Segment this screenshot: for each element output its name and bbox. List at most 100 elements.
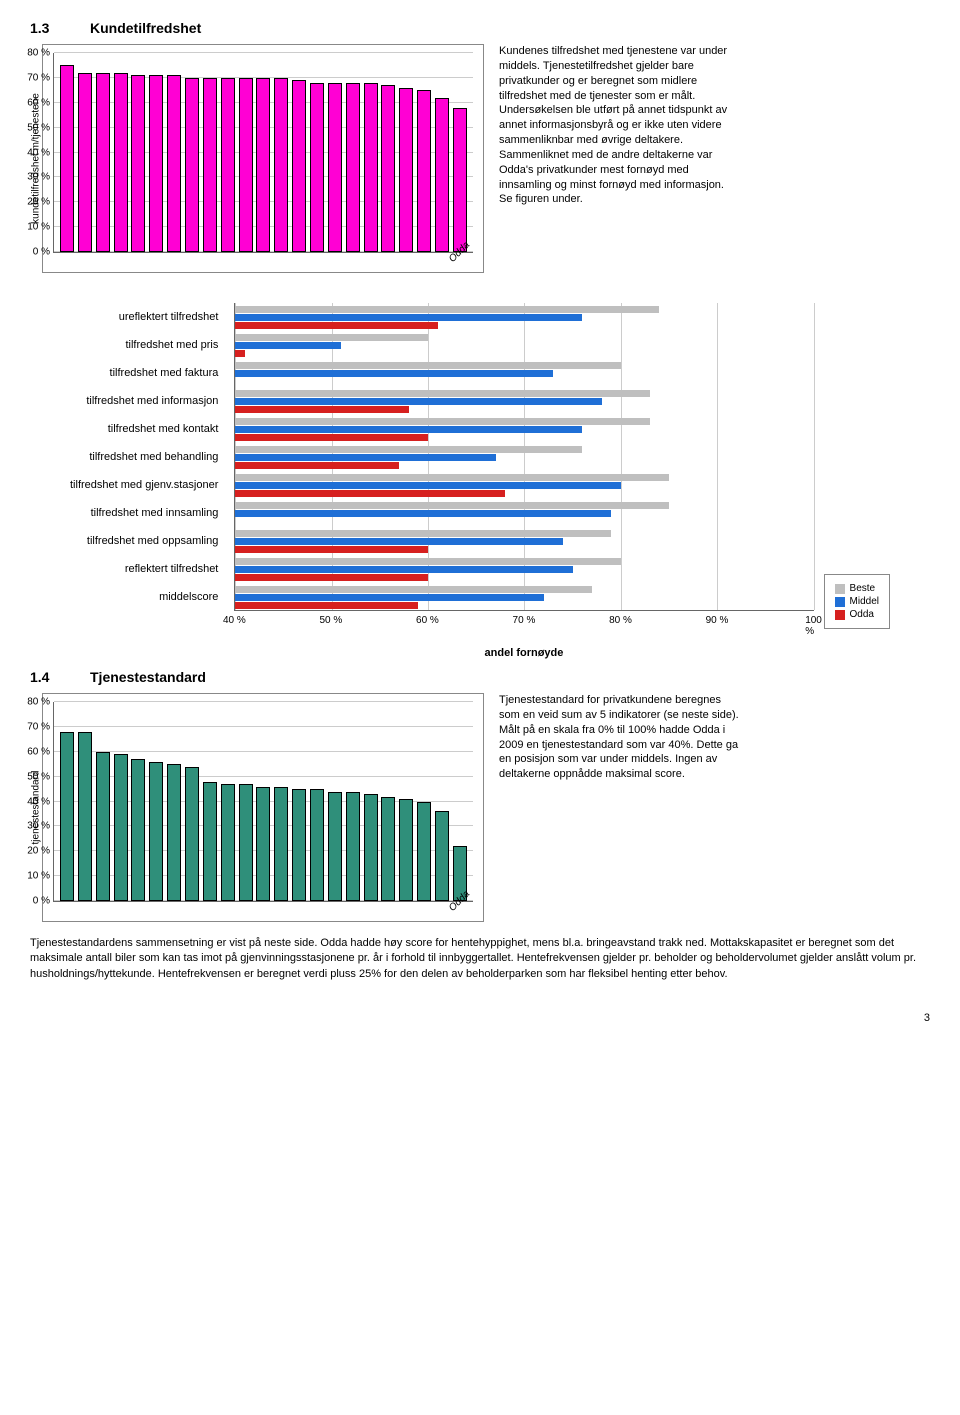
section-title: Kundetilfredshet — [90, 20, 201, 36]
bar — [203, 782, 217, 901]
bar — [114, 754, 128, 901]
bar — [167, 764, 181, 901]
bar — [221, 78, 235, 252]
bar-chart-1: 0 %10 %20 %30 %40 %50 %60 %70 %80 % Odda — [42, 44, 484, 273]
bar — [185, 78, 199, 252]
y-tick-label: 50 % — [27, 771, 54, 782]
hbar-beste — [235, 418, 649, 425]
bar — [328, 83, 342, 252]
bar — [310, 789, 324, 901]
bar — [292, 80, 306, 252]
legend-label: Middel — [850, 596, 879, 607]
bar-group — [235, 583, 813, 611]
hbar-beste — [235, 474, 669, 481]
x-tick-label: 40 % — [223, 615, 246, 626]
bar — [60, 732, 74, 901]
bar — [149, 762, 163, 901]
bar — [239, 78, 253, 252]
bar — [78, 732, 92, 901]
bar — [167, 75, 181, 252]
y-tick-label: 10 % — [27, 871, 54, 882]
hbar-middel — [235, 510, 611, 517]
hbar-middel — [235, 342, 341, 349]
legend-swatch — [835, 597, 845, 607]
bar — [274, 78, 288, 252]
bar — [114, 73, 128, 252]
hbar-odda — [235, 602, 418, 609]
legend-label: Odda — [850, 609, 874, 620]
bar-group — [235, 387, 813, 415]
page-number: 3 — [30, 1012, 930, 1024]
x-tick-label: 50 % — [319, 615, 342, 626]
hbar-odda — [235, 574, 428, 581]
bar — [239, 784, 253, 901]
y-tick-label: 80 % — [27, 697, 54, 708]
x-tick-label: 60 % — [416, 615, 439, 626]
hbar-middel — [235, 314, 582, 321]
hbar-beste — [235, 586, 592, 593]
hbar-beste — [235, 502, 669, 509]
bar-group — [235, 359, 813, 387]
bar — [256, 787, 270, 901]
bar — [381, 797, 395, 901]
bar — [381, 85, 395, 252]
bar — [310, 83, 324, 252]
legend-item: Middel — [835, 596, 879, 607]
bar — [399, 799, 413, 901]
x-tick-label: 70 % — [513, 615, 536, 626]
chart-legend: Beste Middel Odda — [824, 574, 890, 629]
hbar-middel — [235, 482, 620, 489]
hbar-beste — [235, 362, 620, 369]
category-label: tilfredshet med innsamling — [70, 499, 224, 527]
bar — [185, 767, 199, 901]
bar-group — [235, 443, 813, 471]
bar — [364, 83, 378, 252]
y-tick-label: 70 % — [27, 72, 54, 83]
category-label: tilfredshet med gjenv.stasjoner — [70, 471, 224, 499]
x-axis-label: andel fornøyde — [234, 647, 813, 659]
bar — [131, 759, 145, 901]
bar — [149, 75, 163, 252]
x-tick-label: 90 % — [706, 615, 729, 626]
y-tick-label: 0 % — [33, 247, 54, 258]
hbar-beste — [235, 334, 428, 341]
bottom-paragraph: Tjenestestandardens sammensetning er vis… — [30, 936, 930, 982]
category-label: tilfredshet med faktura — [70, 359, 224, 387]
hbar-beste — [235, 446, 582, 453]
x-tick-label: 80 % — [609, 615, 632, 626]
hbar-beste — [235, 558, 620, 565]
hbar-middel — [235, 398, 601, 405]
y-tick-label: 20 % — [27, 197, 54, 208]
hbar-beste — [235, 390, 649, 397]
bar-group — [235, 555, 813, 583]
hbar-beste — [235, 530, 611, 537]
y-tick-label: 60 % — [27, 746, 54, 757]
hbar-middel — [235, 370, 553, 377]
category-label: tilfredshet med behandling — [70, 443, 224, 471]
hbar-odda — [235, 406, 408, 413]
hbar-odda — [235, 434, 428, 441]
legend-swatch — [835, 584, 845, 594]
category-label: ureflektert tilfredshet — [70, 303, 224, 331]
hbar-odda — [235, 322, 437, 329]
hbar-middel — [235, 454, 495, 461]
hbar-middel — [235, 426, 582, 433]
bar-chart-2: 0 %10 %20 %30 %40 %50 %60 %70 %80 % Odda — [42, 693, 484, 922]
bar — [78, 73, 92, 252]
bar — [453, 108, 467, 252]
hbar-odda — [235, 462, 399, 469]
bar-group — [235, 331, 813, 359]
category-label: tilfredshet med oppsamling — [70, 527, 224, 555]
section-title: Tjenestestandard — [90, 669, 206, 685]
bar — [435, 98, 449, 252]
bar — [203, 78, 217, 252]
legend-item: Beste — [835, 583, 879, 594]
bar — [274, 787, 288, 901]
hbar-beste — [235, 306, 659, 313]
bar — [96, 752, 110, 901]
bar — [60, 65, 74, 252]
y-tick-label: 80 % — [27, 48, 54, 59]
bar-group — [235, 471, 813, 499]
legend-item: Odda — [835, 609, 879, 620]
hbar-odda — [235, 350, 245, 357]
